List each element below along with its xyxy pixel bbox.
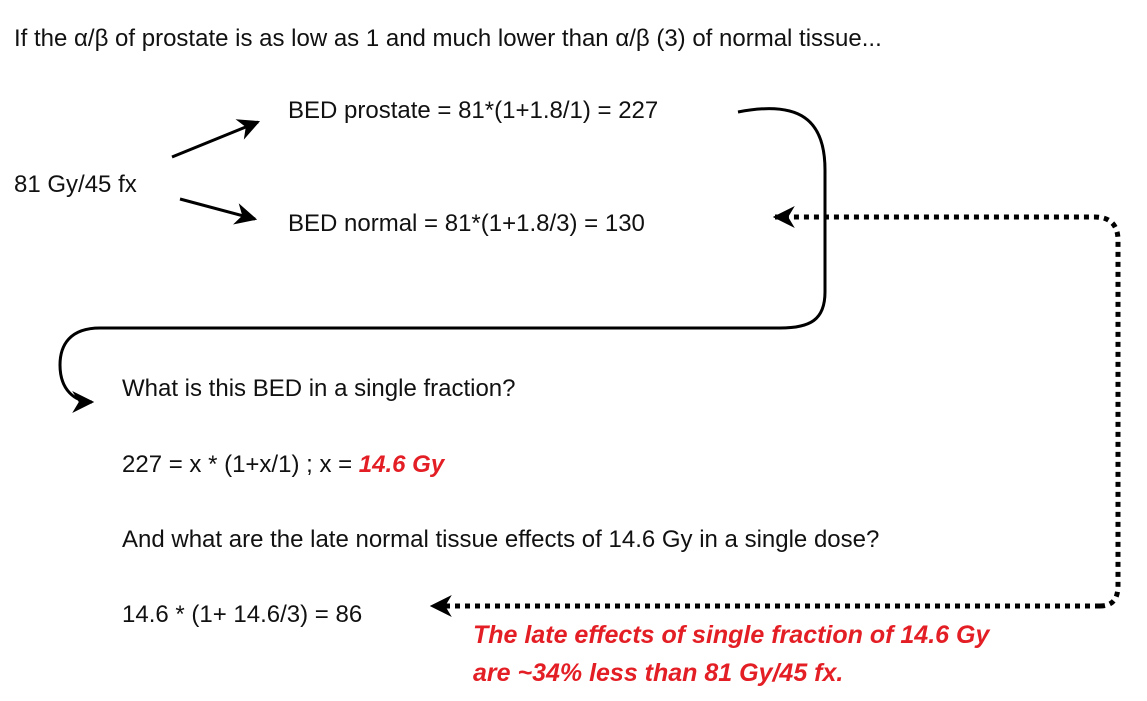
dose: 81 Gy/45 fx bbox=[14, 171, 137, 198]
arrow bbox=[171, 119, 261, 159]
equation2: 14.6 * (1+ 14.6/3) = 86 bbox=[122, 601, 362, 628]
conclusion-line: The late effects of single fraction of 1… bbox=[473, 621, 990, 649]
flow-arrow bbox=[58, 107, 827, 413]
equation1: 227 = x * (1+x/1) ; x = 14.6 Gy bbox=[122, 451, 446, 478]
conclusion-line: are ~34% less than 81 Gy/45 fx. bbox=[473, 659, 843, 687]
equation1-answer: 14.6 Gy bbox=[359, 451, 446, 478]
title: If the α/β of prostate is as low as 1 an… bbox=[14, 25, 882, 52]
question1: What is this BED in a single fraction? bbox=[122, 375, 516, 402]
dotted-arrow bbox=[772, 206, 1121, 609]
equation1-text: 227 = x * (1+x/1) ; x = bbox=[122, 451, 359, 478]
bed-normal: BED normal = 81*(1+1.8/3) = 130 bbox=[288, 210, 645, 237]
arrow bbox=[179, 197, 258, 225]
question2: And what are the late normal tissue effe… bbox=[122, 526, 879, 553]
bed-prostate: BED prostate = 81*(1+1.8/1) = 227 bbox=[288, 97, 658, 124]
